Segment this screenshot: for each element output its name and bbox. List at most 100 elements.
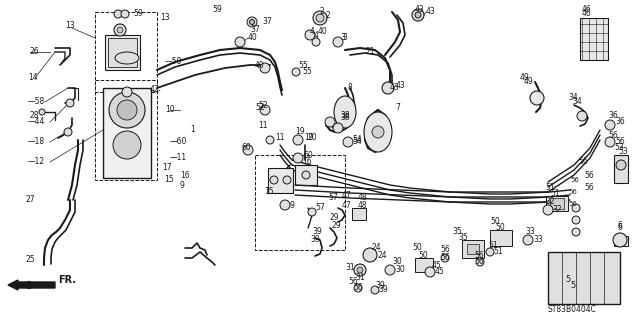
Text: 37: 37 <box>250 26 260 34</box>
Text: 36: 36 <box>615 117 625 127</box>
Text: —44: —44 <box>28 117 45 127</box>
Text: 35: 35 <box>452 227 461 236</box>
Text: 19: 19 <box>304 132 314 142</box>
Text: 28: 28 <box>30 110 40 120</box>
Circle shape <box>572 228 580 236</box>
Bar <box>268 168 293 193</box>
Circle shape <box>121 10 129 18</box>
Text: 10: 10 <box>165 106 175 115</box>
Text: 4: 4 <box>310 27 315 36</box>
Text: 26: 26 <box>30 48 40 56</box>
Text: 3: 3 <box>342 33 347 42</box>
Bar <box>467 244 479 254</box>
Text: 42: 42 <box>150 85 159 94</box>
Circle shape <box>117 27 123 33</box>
Circle shape <box>441 254 449 262</box>
Text: —58: —58 <box>165 57 182 66</box>
Text: 56: 56 <box>584 183 594 192</box>
Text: 11: 11 <box>258 121 268 130</box>
Circle shape <box>354 264 366 276</box>
Circle shape <box>109 92 145 128</box>
Text: 56: 56 <box>570 177 579 183</box>
Text: 52: 52 <box>258 101 268 110</box>
Text: 37: 37 <box>262 18 272 26</box>
Text: 39: 39 <box>378 286 388 294</box>
Text: 6: 6 <box>618 224 623 233</box>
Circle shape <box>372 126 384 138</box>
Text: 56: 56 <box>578 158 588 167</box>
Text: 13: 13 <box>65 20 75 29</box>
Text: —11: —11 <box>170 153 187 162</box>
Text: —58: —58 <box>28 98 45 107</box>
Text: 5: 5 <box>570 280 575 290</box>
Text: 31: 31 <box>355 273 365 283</box>
Text: 51: 51 <box>493 248 502 256</box>
Text: 46: 46 <box>582 10 592 19</box>
Text: 15: 15 <box>264 188 274 197</box>
Text: 43: 43 <box>415 5 425 14</box>
Text: 48: 48 <box>358 194 367 203</box>
Circle shape <box>114 24 126 36</box>
Circle shape <box>235 37 245 47</box>
Text: 16: 16 <box>180 170 189 180</box>
Text: 4: 4 <box>314 31 319 40</box>
Text: 56: 56 <box>568 201 577 207</box>
Text: 30: 30 <box>392 257 402 266</box>
Circle shape <box>333 123 343 133</box>
Text: 53: 53 <box>618 147 628 157</box>
Circle shape <box>266 136 274 144</box>
Circle shape <box>605 120 615 130</box>
Circle shape <box>605 137 615 147</box>
Ellipse shape <box>364 112 392 152</box>
Text: 35: 35 <box>458 234 468 242</box>
Text: 59: 59 <box>133 10 143 19</box>
Text: 17: 17 <box>162 164 172 173</box>
Text: 57: 57 <box>315 204 324 212</box>
Text: 51: 51 <box>550 189 559 198</box>
Text: 29: 29 <box>332 221 342 231</box>
Text: 56: 56 <box>608 130 618 139</box>
Circle shape <box>114 10 122 18</box>
Text: 36: 36 <box>608 110 618 120</box>
Text: 55: 55 <box>302 68 312 77</box>
Circle shape <box>305 30 315 40</box>
Text: 13: 13 <box>160 13 170 23</box>
Text: 20: 20 <box>308 133 317 143</box>
Bar <box>108 38 137 67</box>
Text: 56: 56 <box>353 284 363 293</box>
Text: 51: 51 <box>488 241 498 249</box>
Text: 1: 1 <box>190 125 195 135</box>
Circle shape <box>476 258 484 266</box>
Text: —18: —18 <box>28 137 45 146</box>
Bar <box>462 240 484 258</box>
Circle shape <box>260 105 270 115</box>
Bar <box>105 35 140 70</box>
Text: 9: 9 <box>290 201 295 210</box>
Text: 55: 55 <box>298 61 308 70</box>
Text: 32: 32 <box>552 205 562 214</box>
Text: 56: 56 <box>348 278 358 286</box>
Circle shape <box>543 205 553 215</box>
Text: 7: 7 <box>395 103 400 113</box>
Circle shape <box>382 82 394 94</box>
Bar <box>580 18 608 60</box>
Text: 39: 39 <box>375 280 385 290</box>
Circle shape <box>270 176 278 184</box>
Text: 27: 27 <box>25 196 35 204</box>
Text: 2: 2 <box>326 11 331 19</box>
Text: 45: 45 <box>435 268 445 277</box>
Circle shape <box>280 200 290 210</box>
FancyArrow shape <box>8 280 55 290</box>
Circle shape <box>415 12 421 18</box>
Text: 8: 8 <box>348 84 353 93</box>
Circle shape <box>530 91 544 105</box>
Text: 43: 43 <box>396 80 406 90</box>
Circle shape <box>425 267 435 277</box>
Circle shape <box>523 235 533 245</box>
Circle shape <box>316 14 324 22</box>
Text: 40: 40 <box>318 27 328 36</box>
Text: 48: 48 <box>358 201 367 210</box>
Text: 47: 47 <box>342 201 352 210</box>
Circle shape <box>302 171 310 179</box>
Circle shape <box>577 111 587 121</box>
